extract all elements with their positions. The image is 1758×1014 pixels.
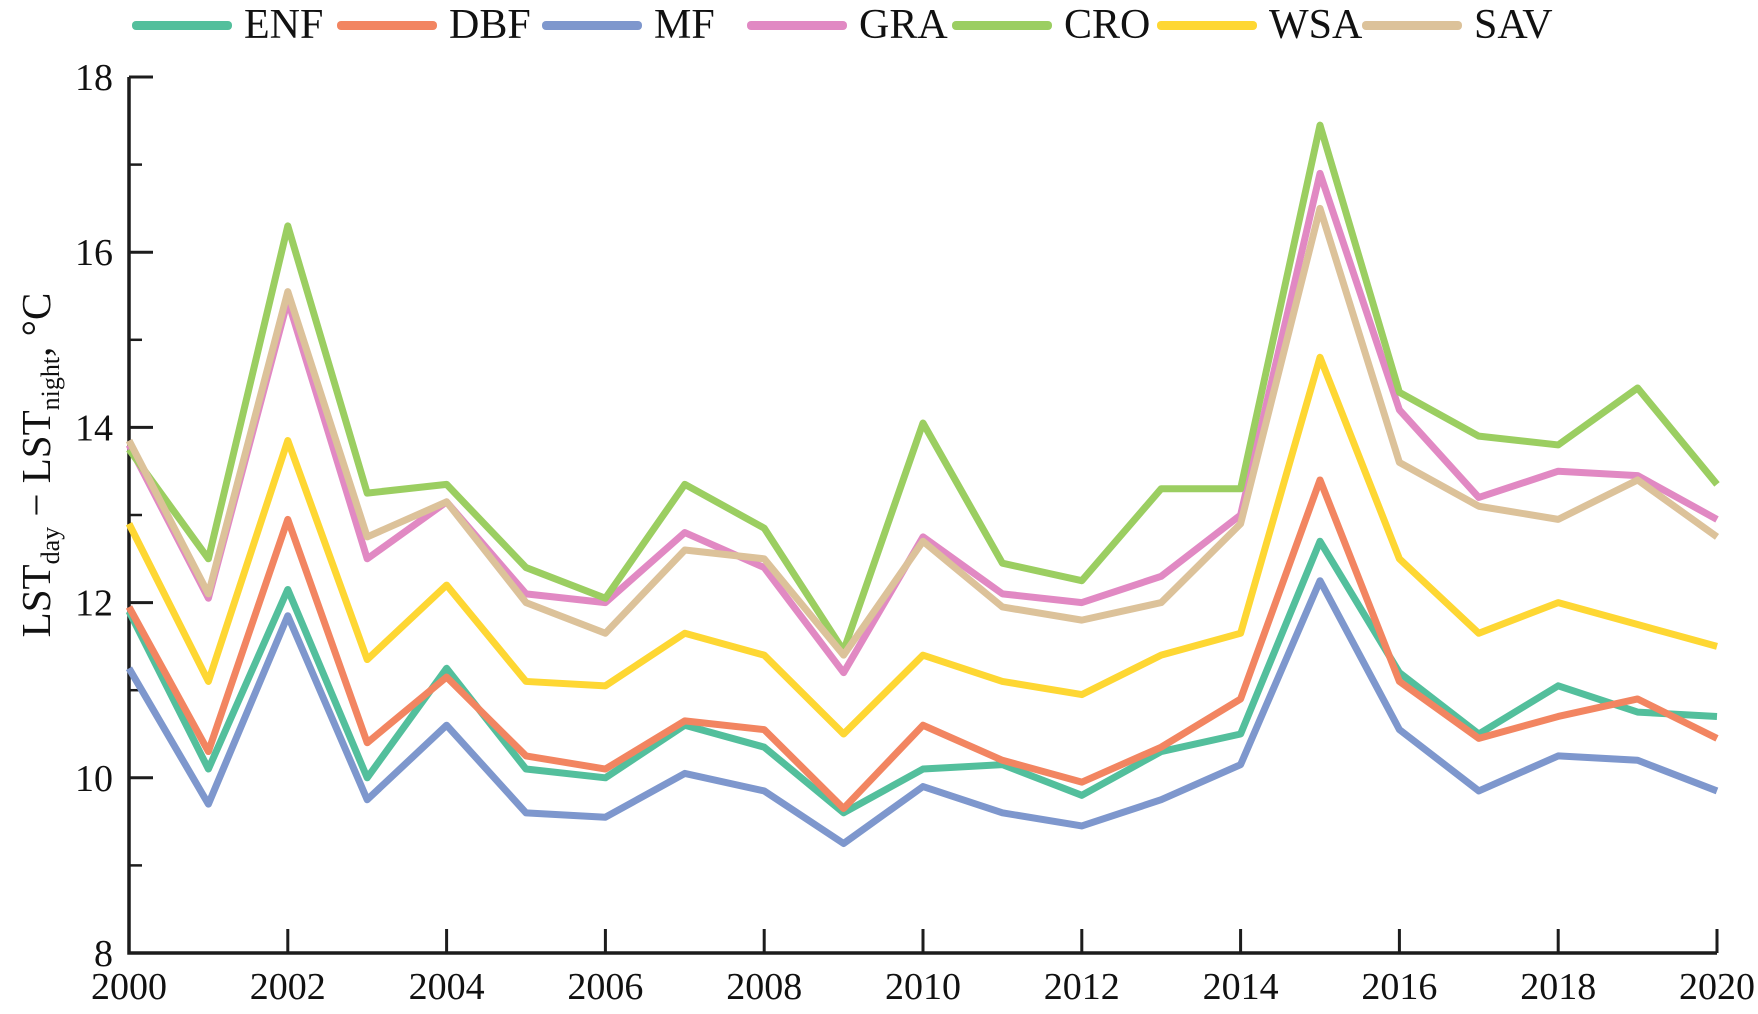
y-tick-label: 16 <box>75 232 113 274</box>
legend-label-wsa: WSA <box>1269 2 1363 48</box>
x-tick-label: 2016 <box>1361 966 1437 1008</box>
plot-lines <box>125 121 1720 847</box>
series-line-gra <box>125 169 1719 677</box>
x-tick-label: 2008 <box>726 966 802 1008</box>
series-line-sav <box>125 204 1720 659</box>
legend-label-cro: CRO <box>1064 2 1151 48</box>
axis-spines <box>127 77 1717 955</box>
x-tick-label: 2020 <box>1679 966 1755 1008</box>
x-tick-label: 2014 <box>1203 966 1279 1008</box>
x-tick-label: 2004 <box>409 966 485 1008</box>
y-axis-title-subscript: night <box>36 356 66 411</box>
legend-item-mf: MF <box>542 4 747 46</box>
legend-label-mf: MF <box>654 2 715 48</box>
series-line-wsa <box>125 353 1718 738</box>
y-tick-label: 14 <box>75 407 113 449</box>
legend-label-enf: ENF <box>244 2 324 48</box>
y-axis-title-part: , °C <box>13 292 59 357</box>
y-tick-label: 12 <box>75 583 113 625</box>
legend-swatch-dbf <box>337 20 437 30</box>
y-tick-label: 8 <box>94 933 113 975</box>
series-line-mf <box>125 577 1719 847</box>
legend-swatch-mf <box>542 20 642 30</box>
legend-swatch-cro <box>952 20 1052 30</box>
y-axis-title-part: LST <box>13 564 59 638</box>
legend-label-gra: GRA <box>859 2 948 48</box>
legend-swatch-enf <box>132 20 232 30</box>
x-tick-label: 2010 <box>885 966 961 1008</box>
legend-item-cro: CRO <box>952 4 1157 46</box>
legend-item-sav: SAV <box>1362 4 1567 46</box>
y-axis-title-subscript: day <box>36 526 66 565</box>
legend: ENF DBF MF GRA CRO WSA SAV <box>132 4 1567 46</box>
legend-swatch-gra <box>747 20 847 30</box>
legend-item-wsa: WSA <box>1157 4 1362 46</box>
legend-label-dbf: DBF <box>449 2 531 48</box>
y-tick-label: 10 <box>75 758 113 800</box>
y-axis-title: LSTday − LSTnight, °C <box>12 292 65 638</box>
legend-item-gra: GRA <box>747 4 952 46</box>
legend-swatch-wsa <box>1157 20 1257 30</box>
legend-swatch-sav <box>1362 20 1462 30</box>
x-tick-label: 2002 <box>250 966 326 1008</box>
x-tick-label: 2006 <box>567 966 643 1008</box>
x-tick-label: 2018 <box>1520 966 1596 1008</box>
legend-item-dbf: DBF <box>337 4 542 46</box>
x-axis: 2000 2002 2004 2006 2008 2010 2012 2014 2016 2018… <box>91 929 1755 1008</box>
axes <box>127 77 1717 955</box>
legend-label-sav: SAV <box>1474 2 1553 48</box>
y-axis-title-part: − LST <box>13 410 59 527</box>
x-tick-label: 2012 <box>1044 966 1120 1008</box>
series-line-cro <box>126 121 1720 655</box>
x-tick-label: 2000 <box>91 966 167 1008</box>
series-line-dbf <box>125 476 1719 812</box>
legend-item-enf: ENF <box>132 4 337 46</box>
y-tick-label: 18 <box>75 57 113 99</box>
y-axis: 8 10 12 14 16 18 <box>75 57 153 975</box>
series-line-enf <box>125 537 1718 817</box>
